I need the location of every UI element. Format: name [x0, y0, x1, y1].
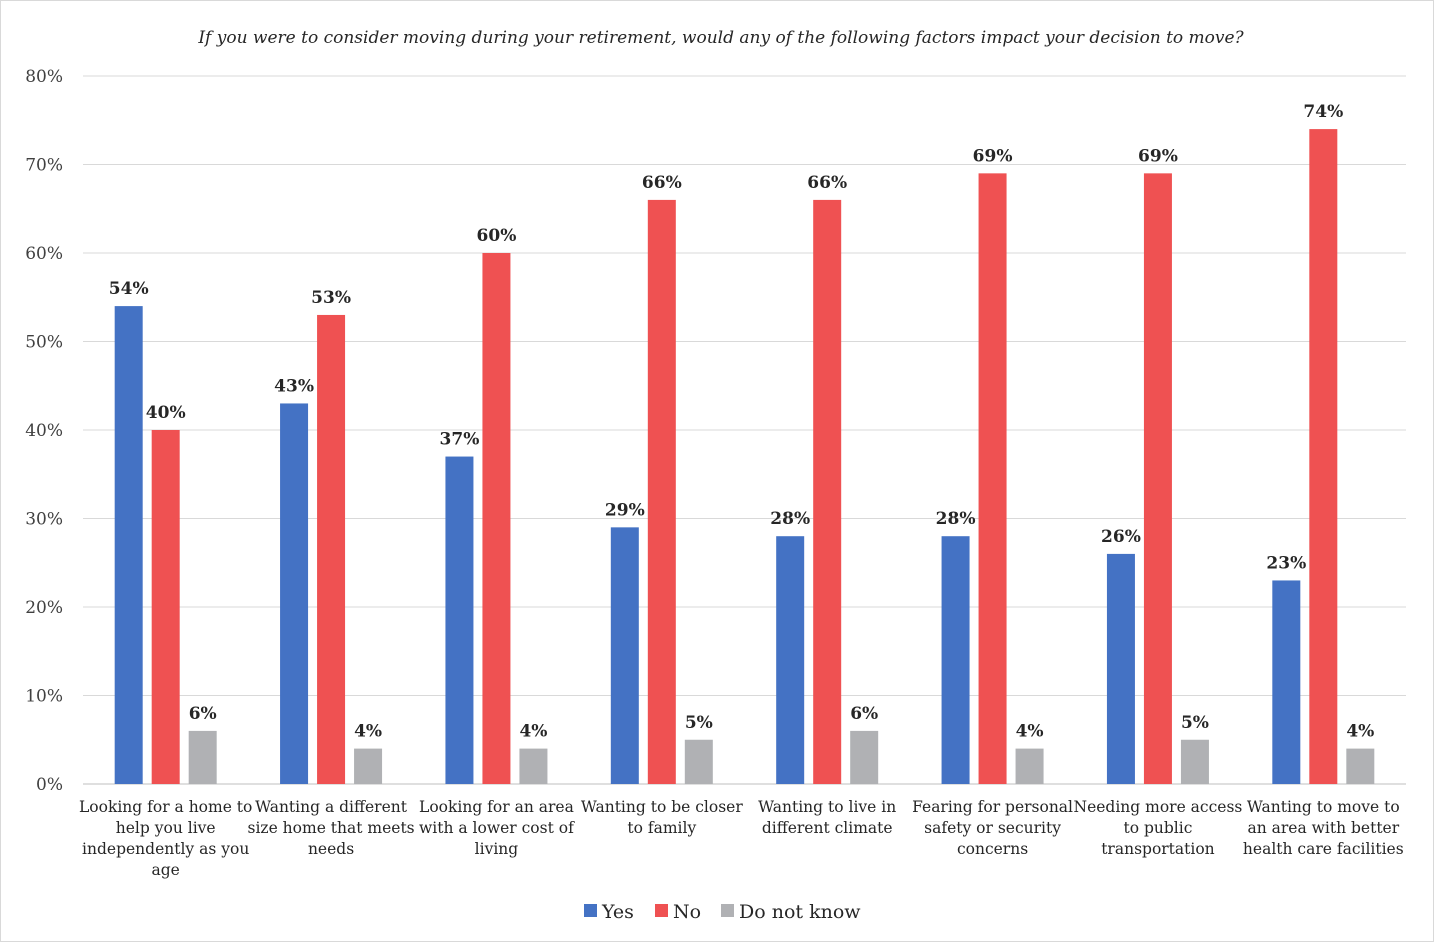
bar-yes	[1106, 553, 1135, 784]
bar-do-not-know	[1346, 748, 1375, 784]
data-label: 4%	[354, 722, 382, 742]
data-label: 23%	[1266, 553, 1306, 573]
data-labels: 54% 40% 6% 43% 53% 4% 37% 60% 4% 29% 66% 5% 28% 66% 6%…	[109, 102, 1375, 742]
data-label: 26%	[1101, 527, 1141, 547]
category-label: with a lower cost of	[419, 819, 575, 837]
category-label: Wanting a different	[255, 798, 408, 816]
data-label: 43%	[274, 376, 314, 396]
bar-no	[978, 173, 1007, 785]
category-label: Looking for a home to	[79, 798, 252, 816]
category-label: size home that meets	[248, 819, 415, 837]
data-label: 60%	[477, 226, 517, 246]
data-label: 5%	[685, 713, 713, 733]
bar-no	[1143, 173, 1172, 785]
data-label: 5%	[1181, 713, 1209, 733]
legend-swatch	[584, 904, 597, 917]
category-label: Needing more access	[1074, 798, 1243, 816]
y-tick-label: 50%	[25, 333, 63, 353]
category-label: safety or security	[924, 819, 1061, 837]
bar-yes	[280, 403, 309, 784]
category-label: different climate	[762, 819, 893, 837]
category-label: living	[475, 840, 519, 858]
category-label: Looking for an area	[419, 798, 574, 816]
y-tick-label: 40%	[25, 421, 63, 441]
y-tick-label: 70%	[25, 156, 63, 176]
y-tick-label: 20%	[25, 598, 63, 618]
bar-do-not-know	[684, 739, 713, 784]
data-label: 40%	[146, 403, 186, 423]
bar-do-not-know	[354, 748, 383, 784]
bar-do-not-know	[1180, 739, 1209, 784]
category-label: needs	[308, 840, 354, 858]
data-label: 69%	[1138, 146, 1178, 166]
legend-label: Yes	[601, 901, 634, 923]
data-label: 66%	[642, 173, 682, 193]
y-tick-label: 30%	[25, 510, 63, 530]
legend-label: Do not know	[739, 901, 861, 923]
chart-title: If you were to consider moving during yo…	[197, 28, 1244, 48]
bar-no	[317, 314, 346, 784]
data-label: 37%	[440, 430, 480, 450]
bar-do-not-know	[519, 748, 548, 784]
data-label: 29%	[605, 500, 645, 520]
y-axis-ticks: 0% 10% 20% 30% 40% 50% 60% 70% 80%	[25, 67, 63, 795]
legend-swatch	[721, 904, 734, 917]
bar-no	[151, 430, 180, 784]
category-label: transportation	[1101, 840, 1214, 858]
bar-do-not-know	[188, 730, 217, 784]
category-label: concerns	[957, 840, 1028, 858]
data-label: 4%	[1016, 722, 1044, 742]
category-label: to public	[1123, 819, 1192, 837]
data-label: 6%	[189, 704, 217, 724]
bar-yes	[776, 536, 805, 784]
data-label: 28%	[936, 509, 976, 529]
category-label: Wanting to be closer	[581, 798, 743, 816]
data-label: 54%	[109, 279, 149, 299]
y-tick-label: 10%	[25, 687, 63, 707]
y-tick-label: 60%	[25, 244, 63, 264]
x-axis-categories: Looking for a home to help you live indepe…	[79, 798, 1404, 879]
data-label: 4%	[519, 722, 547, 742]
legend-label: No	[673, 901, 701, 923]
category-label: Wanting to move to	[1247, 798, 1400, 816]
y-tick-label: 0%	[36, 775, 63, 795]
bar-no	[647, 199, 676, 784]
data-label: 6%	[850, 704, 878, 724]
category-label: help you live	[116, 819, 216, 837]
bar-do-not-know	[850, 730, 879, 784]
category-label: age	[152, 861, 180, 879]
category-label: Fearing for personal	[912, 798, 1073, 816]
data-label: 4%	[1346, 722, 1374, 742]
category-label: Wanting to live in	[758, 798, 896, 816]
data-label: 69%	[973, 146, 1013, 166]
data-label: 53%	[311, 288, 351, 308]
bar-yes	[941, 536, 970, 784]
data-label: 28%	[770, 509, 810, 529]
bars	[114, 129, 1375, 785]
bar-no	[482, 253, 511, 784]
bar-do-not-know	[1015, 748, 1044, 784]
y-tick-label: 80%	[25, 67, 63, 87]
data-label: 66%	[807, 173, 847, 193]
bar-yes	[610, 527, 639, 784]
category-label: independently as you	[82, 840, 249, 858]
category-label: health care facilities	[1243, 840, 1404, 858]
data-label: 74%	[1303, 102, 1343, 122]
bar-no	[813, 199, 842, 784]
bar-yes	[1272, 580, 1301, 784]
bar-no	[1309, 129, 1338, 785]
legend: Yes No Do not know	[584, 901, 861, 923]
legend-swatch	[655, 904, 668, 917]
category-label: to family	[627, 819, 696, 837]
bar-yes	[445, 456, 474, 784]
bar-yes	[114, 306, 143, 784]
category-label: an area with better	[1247, 819, 1399, 837]
